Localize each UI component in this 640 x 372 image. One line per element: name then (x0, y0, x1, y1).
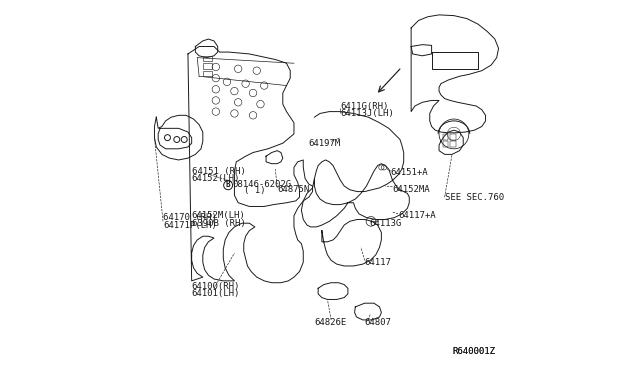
Text: 64100(RH): 64100(RH) (191, 282, 240, 291)
Text: 64151 (RH): 64151 (RH) (191, 167, 245, 176)
Text: 64117+A: 64117+A (398, 211, 436, 220)
Text: 64113G: 64113G (370, 219, 402, 228)
Bar (443, 141, 449, 147)
Text: 64151+A: 64151+A (390, 169, 428, 177)
Text: 64170 (RH): 64170 (RH) (163, 213, 217, 222)
Text: SEE SEC.760: SEE SEC.760 (445, 193, 504, 202)
Text: 64807: 64807 (364, 318, 391, 327)
Bar (203, 56, 212, 61)
Text: B: B (226, 180, 230, 189)
Bar (450, 134, 456, 140)
Text: 64152MA: 64152MA (392, 185, 430, 194)
Text: 64152M(LH): 64152M(LH) (191, 211, 245, 220)
Bar (443, 134, 449, 140)
Text: R640001Z: R640001Z (452, 347, 495, 356)
Bar (203, 71, 212, 76)
Text: 6390B (RH): 6390B (RH) (191, 219, 245, 228)
Text: 64171P(LH): 64171P(LH) (163, 221, 217, 230)
Text: 64113J(LH): 64113J(LH) (340, 109, 394, 118)
Text: 64152(LH): 64152(LH) (191, 174, 240, 183)
Bar (450, 141, 456, 147)
Text: 64826E: 64826E (314, 318, 347, 327)
Text: 6411G(RH): 6411G(RH) (340, 102, 389, 110)
Text: 64117: 64117 (365, 258, 392, 267)
Bar (203, 63, 212, 69)
Text: 64197M: 64197M (309, 139, 341, 148)
Text: 64101(LH): 64101(LH) (191, 289, 240, 298)
Text: 08146-6202G: 08146-6202G (232, 180, 292, 189)
Text: ( 1): ( 1) (244, 186, 265, 195)
Text: R640001Z: R640001Z (452, 347, 495, 356)
Text: 64875N: 64875N (277, 185, 310, 194)
